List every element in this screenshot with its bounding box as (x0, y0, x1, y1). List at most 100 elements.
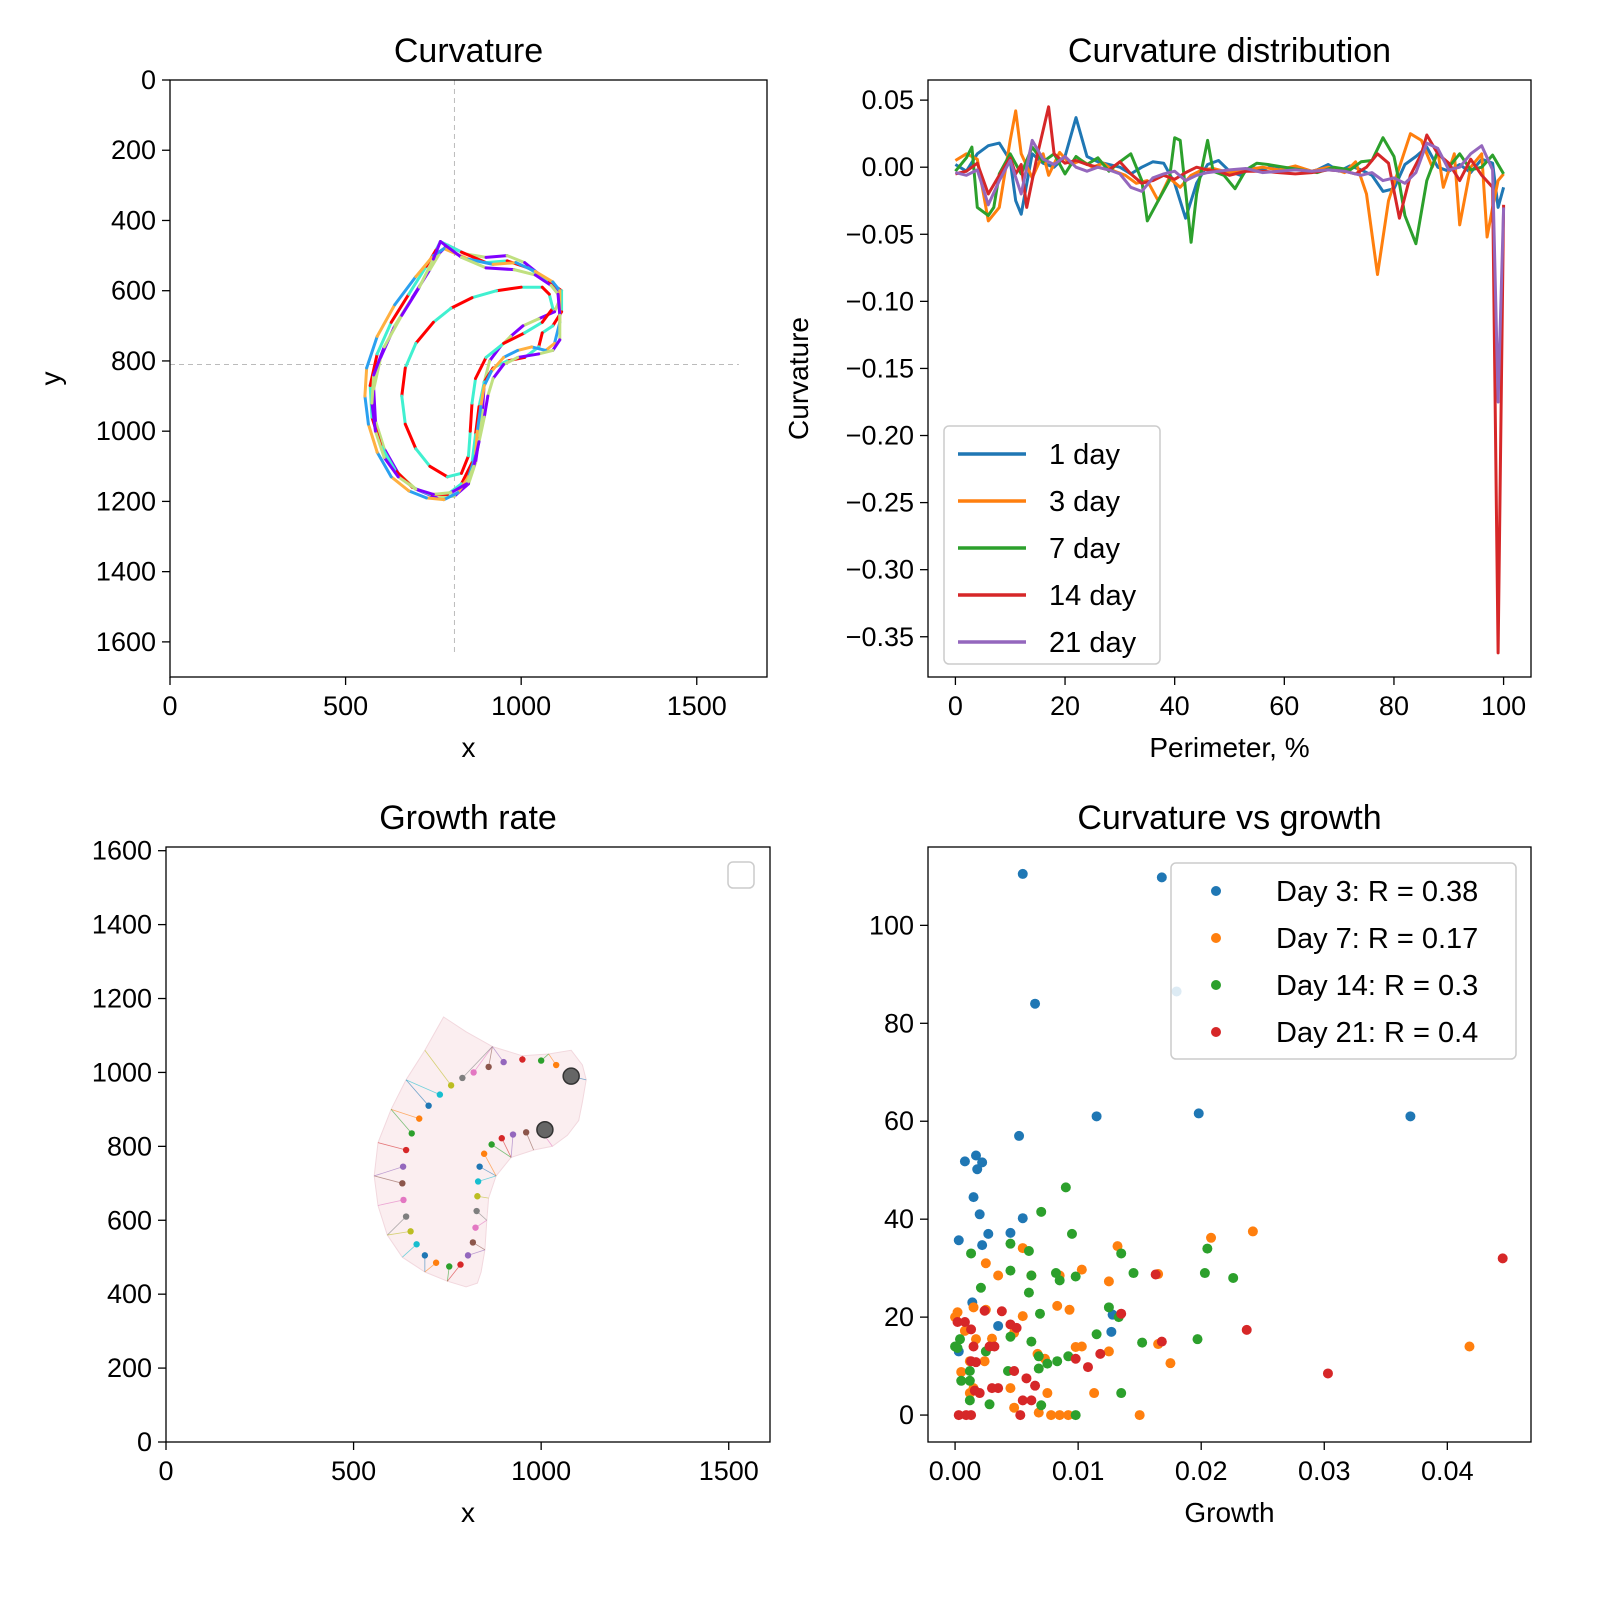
scatter-point-series-3 (950, 1341, 961, 1352)
series-line-5 (955, 138, 1506, 404)
y-tick-label: 1000 (96, 416, 156, 446)
y-tick-label: 0.05 (861, 85, 914, 115)
path-point (402, 1213, 410, 1220)
x-tick-label: 0 (162, 691, 177, 721)
contour-segment (533, 269, 555, 284)
y-tick-label: 1200 (92, 984, 152, 1014)
contour-segment (512, 268, 537, 277)
plot-frame (927, 79, 1532, 678)
plot-frame (169, 79, 768, 678)
empty-legend-box (727, 861, 755, 889)
contour-segment (502, 331, 527, 345)
scatter-point-series-3 (964, 1395, 975, 1406)
scatter-point-series-2 (1052, 1300, 1063, 1311)
y-tick-label: 0 (141, 65, 156, 95)
scatter-point-series-2 (1165, 1358, 1176, 1369)
y-tick-label: 1200 (96, 486, 156, 516)
contour-segment (382, 456, 400, 479)
scatter-point-series-1 (968, 1192, 979, 1203)
scatter-point-series-2 (1206, 1232, 1217, 1243)
contour-segment (445, 471, 463, 479)
scatter-point-series-2 (1054, 1410, 1065, 1421)
growth-vector (374, 1166, 404, 1177)
contour-segment (366, 422, 379, 454)
scatter-point-series-3 (1026, 1336, 1037, 1347)
contour-segment (495, 285, 523, 293)
growth-vector (510, 1134, 514, 1158)
scatter-point-series-2 (1134, 1410, 1145, 1421)
series-line-4 (955, 105, 1506, 655)
growth-region (373, 1016, 587, 1288)
scatter-point-series-2 (1046, 1410, 1057, 1421)
contour-segment (509, 324, 525, 338)
scatter-point-series-3 (1070, 1410, 1081, 1421)
scatter-point-series-3 (1103, 1302, 1114, 1313)
path-point (470, 1069, 477, 1076)
legend-box (1170, 862, 1517, 1060)
y-tick-label: 1600 (92, 836, 152, 866)
contour-segment (400, 366, 407, 398)
path-point (402, 1146, 410, 1154)
scatter-point-series-2 (1009, 1402, 1020, 1413)
legend-marker (1211, 1027, 1221, 1037)
scatter-point-series-2 (1005, 1383, 1016, 1394)
contour-segment (521, 317, 541, 328)
x-tick-label: 500 (331, 1456, 376, 1486)
y-axis-label: Curvature (783, 317, 814, 440)
scatter-point-series-1 (953, 1235, 964, 1246)
scatter-point-series-1 (993, 1320, 1004, 1331)
scatter-point-series-3 (1023, 1287, 1034, 1298)
contour-segment (389, 292, 411, 324)
scatter-point-series-4 (1017, 1395, 1028, 1406)
path-point (509, 1131, 517, 1138)
scatter-point-series-4 (979, 1305, 990, 1316)
contour-segment (449, 296, 474, 310)
contour-segment (467, 257, 495, 266)
scatter-point-series-2 (1042, 1388, 1053, 1399)
contour-segment (516, 352, 541, 359)
contour-segment (375, 303, 397, 338)
legend-label: 7 day (1049, 533, 1120, 565)
contour-segment (533, 273, 553, 287)
contour-segment (472, 440, 481, 468)
contour-segment (537, 331, 544, 349)
contour-segment (396, 475, 418, 491)
path-point (498, 1135, 505, 1142)
legend-label: 21 day (1049, 627, 1137, 659)
path-point (522, 1129, 530, 1136)
path-point (474, 1178, 482, 1185)
scatter-point-series-3 (1070, 1271, 1081, 1282)
contour-segment (407, 489, 428, 500)
scatter-point-series-1 (1156, 872, 1167, 883)
contour-segment (414, 320, 435, 345)
legend-label: 3 day (1049, 486, 1120, 518)
scatter-point-series-3 (1026, 1270, 1037, 1281)
path-point (464, 1252, 472, 1259)
scatter-point-series-2 (993, 1270, 1004, 1281)
scatter-point-series-4 (968, 1341, 979, 1352)
scatter-point-series-3 (1023, 1246, 1034, 1257)
scatter-point-series-4 (1030, 1380, 1041, 1391)
contour-segment (363, 366, 369, 398)
growth-vector (374, 1175, 403, 1184)
legend-label: Day 21: R = 0.4 (1276, 1017, 1478, 1049)
x-tick-label: 0.00 (929, 1456, 982, 1486)
contour-segment (414, 487, 435, 496)
y-tick-label: 80 (884, 1008, 914, 1038)
y-tick-label: 800 (107, 1131, 152, 1161)
growth-vector (473, 1046, 493, 1073)
y-tick-label: −0.20 (846, 421, 914, 451)
scatter-point-series-1 (974, 1209, 985, 1220)
y-tick-label: −0.35 (846, 622, 914, 652)
scatter-point-series-2 (1247, 1226, 1258, 1237)
contour-segment (523, 320, 544, 335)
scatter-point-series-1 (1193, 1108, 1204, 1119)
scatter-point-series-3 (1228, 1272, 1239, 1283)
scatter-point-series-1 (1005, 1227, 1016, 1238)
contour-segment (540, 324, 555, 335)
legend-marker (1211, 933, 1221, 943)
scatter-point-series-3 (966, 1248, 977, 1259)
scatter-point-series-1 (977, 1240, 988, 1251)
scatter-point-series-2 (1063, 1410, 1074, 1421)
